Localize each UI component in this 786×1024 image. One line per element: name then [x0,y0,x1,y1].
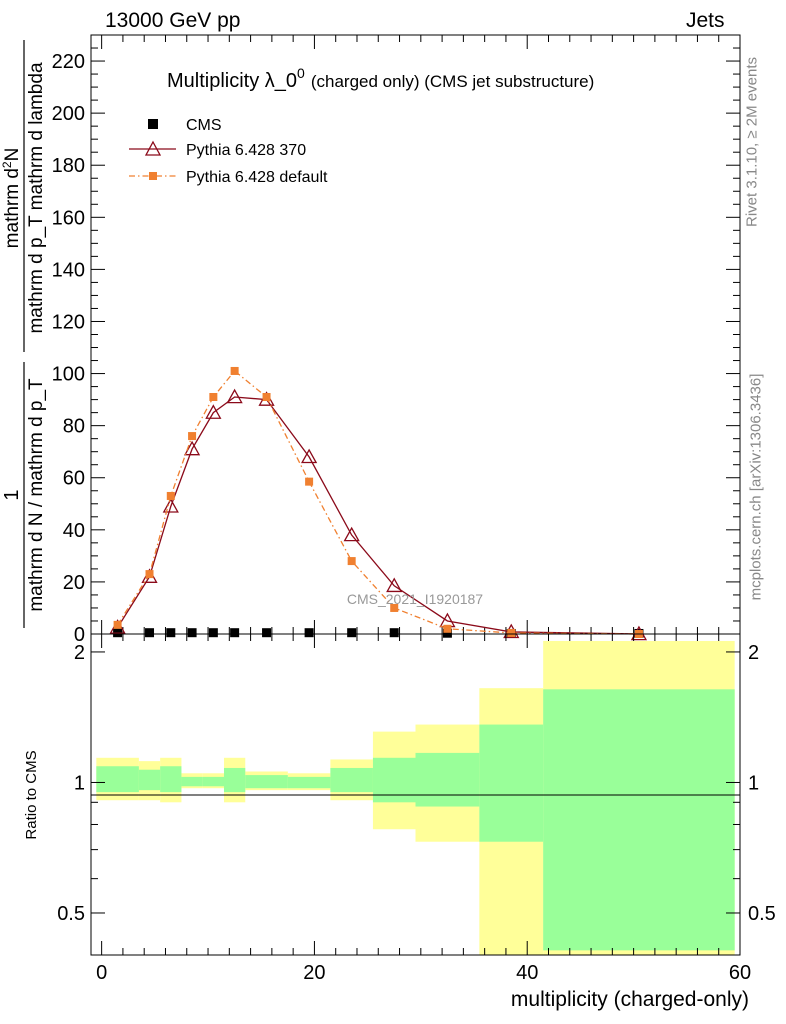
data-point-2 [390,603,399,612]
ratio-band-green [287,776,331,789]
plot-title: Multiplicity λ_00 (charged only) (CMS jet… [167,65,594,92]
plot-title-main: Multiplicity λ_0 [167,70,297,92]
plot-title-suffix: (charged only) (CMS jet substructure) [311,72,594,91]
main-plot: 0 20 40 60 80 100 120 140 160 180 200 220 CMS_2021_… [52,34,741,646]
main-y-label: 1 mathrm d N / mathrm d p_T mathrm d2N m… [0,40,47,628]
ratio-plot: 0.5 0.5 1 1 2 2 0 20 40 60 [57,633,776,984]
data-point-2 [209,393,218,402]
legend-pythia370-label: Pythia 6.428 370 [186,142,306,159]
y-tick-label: 120 [52,311,85,333]
legend-default-label: Pythia 6.428 default [186,169,328,186]
data-point-2 [166,491,175,500]
data-point-1 [343,526,360,542]
ratio-x-axis: 0 20 40 60 [96,634,751,984]
header-right: Jets [686,9,725,32]
ratio-plot-frame [90,633,741,956]
data-point-2 [507,628,516,637]
ratio-band-green [479,724,544,842]
ratio-band-green [160,766,182,793]
data-point-1 [386,577,403,593]
x-tick-label: 60 [729,962,751,984]
data-point-2 [113,620,122,629]
data-point-2 [305,477,314,486]
data-point-2 [188,432,197,441]
data-point-0 [347,628,357,638]
legend-cms-label: CMS [186,117,222,134]
ratio-y-tick-label-right: 2 [748,642,759,664]
ratio-y-tick-label: 0.5 [57,903,85,925]
y-tick-label: 60 [63,468,85,490]
ratio-y-tick-label: 1 [74,772,85,794]
data-point-1 [226,388,243,404]
ratio-band-green [372,757,416,803]
ratio-band-green [245,775,288,789]
y-tick-label: 80 [63,416,85,438]
y-tick-label: 160 [52,207,85,229]
legend-pythia370-marker [144,140,162,156]
main-y-label-denominator: mathrm d N / mathrm d p_T [26,378,47,612]
x-tick-label: 40 [516,962,538,984]
data-point-2 [262,393,271,402]
data-point-0 [230,628,240,638]
data-point-0 [262,628,272,638]
ratio-band-green [181,776,203,787]
ratio-y-tick-label-right: 0.5 [748,903,776,925]
x-tick-label: 0 [96,962,107,984]
data-point-1 [183,440,201,456]
data-point-2 [230,366,239,375]
main-y-label-numerator: 1 [1,489,23,500]
data-point-0 [389,628,399,638]
data-point-0 [145,628,155,638]
ratio-y-tick-label: 2 [74,642,85,664]
x-axis-label: multiplicity (charged-only) [511,988,749,1011]
data-point-0 [166,628,176,638]
ratio-band-green [330,767,373,793]
ratio-y-axis: 0.5 0.5 1 1 2 2 [57,642,776,956]
data-point-0 [442,628,452,638]
y-tick-label: 220 [52,51,85,73]
data-point-1 [205,404,222,419]
legend-cms-marker [148,119,158,129]
ratio-band-green [138,769,161,791]
y-tick-label: 180 [52,155,85,177]
data-point-2 [347,557,356,566]
data-point-1 [301,448,318,464]
ratio-y-tick-label-right: 1 [748,772,759,794]
header-left: 13000 GeV pp [105,9,241,32]
main-y-axis: 0 20 40 60 80 100 120 140 160 180 200 220 [52,34,740,646]
y-tick-label: 100 [52,364,85,386]
main-y-label-right-denominator: mathrm d p_T mathrm d lambda [26,62,47,333]
y-tick-label: 200 [52,103,85,125]
ratio-band-green [415,752,480,807]
ratio-y-label: Ratio to CMS [23,750,40,839]
data-point-0 [304,628,314,638]
data-point-0 [187,628,197,638]
watermark: CMS_2021_I1920187 [347,591,483,607]
ratio-band-green [543,689,735,951]
ratio-band-green [96,766,139,793]
y-tick-label: 40 [63,520,85,542]
ratio-band-green [202,776,224,787]
x-tick-label: 20 [303,962,325,984]
y-tick-label: 20 [63,572,85,594]
legend-default-marker [149,172,157,180]
main-y-label-right-numerator: mathrm d2N [0,148,23,249]
legend: CMS Pythia 6.428 370 Pythia 6.428 defaul… [129,117,328,186]
data-point-0 [208,628,218,638]
plot-title-sup: 0 [297,65,305,81]
ratio-band-green [223,767,246,793]
y-tick-label: 0 [74,624,85,646]
y-tick-label: 140 [52,259,85,281]
data-point-1 [162,498,179,513]
data-point-2 [443,624,452,633]
data-point-2 [145,570,154,579]
